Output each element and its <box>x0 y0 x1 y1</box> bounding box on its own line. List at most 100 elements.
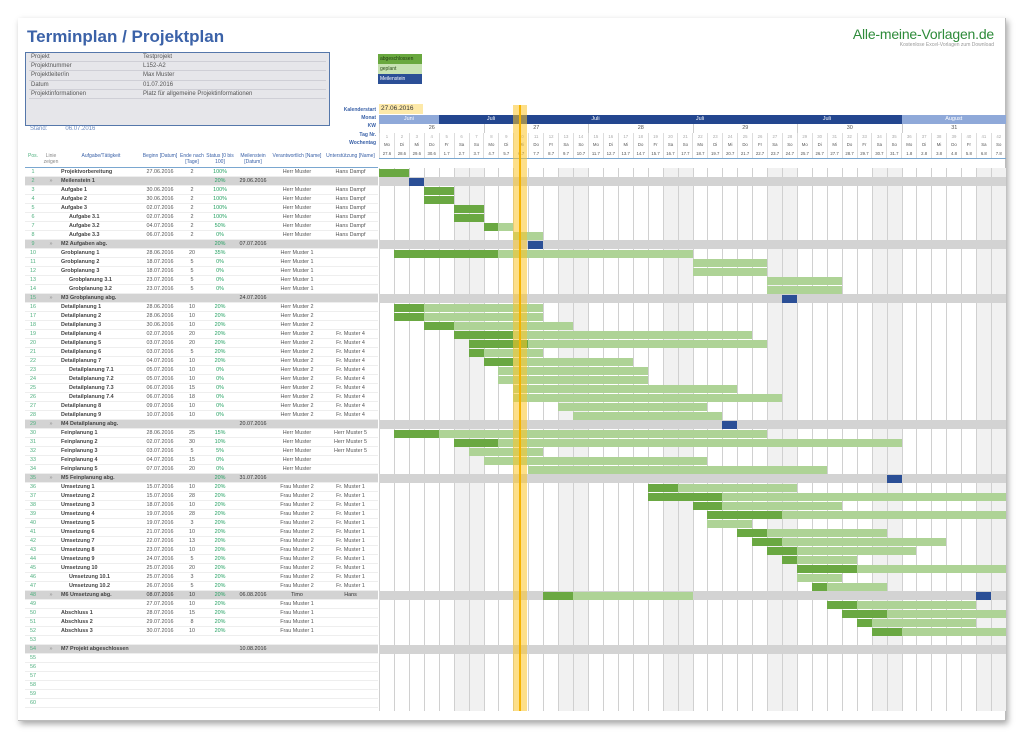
row-status[interactable] <box>205 672 235 680</box>
row-task[interactable]: Detailplanung 4 <box>61 331 102 337</box>
row-support[interactable]: Fr. Muster 4 <box>336 385 365 391</box>
row-status[interactable]: 20% <box>214 574 226 580</box>
row-duration[interactable]: 10 <box>189 322 195 328</box>
row-responsible[interactable]: Herr Muster 1 <box>280 277 314 283</box>
row-status[interactable]: 20% <box>214 313 226 319</box>
row-task[interactable]: Feinplanung 5 <box>61 466 98 472</box>
row-duration[interactable] <box>179 681 205 689</box>
row-duration[interactable] <box>179 474 205 482</box>
table-row[interactable]: 23 Detailplanung 7.1 05.07.2016 10 0% Herr Mu… <box>25 366 378 375</box>
row-support[interactable]: Fr. Muster 4 <box>336 349 365 355</box>
row-duration[interactable] <box>179 636 205 644</box>
row-begin[interactable] <box>141 474 179 482</box>
row-task[interactable]: Detailplanung 9 <box>61 412 102 418</box>
row-begin[interactable]: 21.07.2016 <box>146 529 174 535</box>
row-line-toggle[interactable] <box>41 483 61 491</box>
row-support[interactable]: Hans Dampf <box>335 196 366 202</box>
row-duration[interactable]: 2 <box>190 232 194 238</box>
row-begin[interactable]: 18.07.2016 <box>146 259 174 265</box>
row-responsible[interactable]: Herr Muster 2 <box>280 358 314 364</box>
row-begin[interactable]: 15.07.2016 <box>146 484 174 490</box>
table-row[interactable]: 3 Aufgabe 1 30.06.2016 2 100% Herr Muster Hans… <box>25 186 378 195</box>
row-responsible[interactable] <box>271 645 323 653</box>
row-task[interactable]: Meilenstein 1 <box>61 178 95 184</box>
row-support[interactable]: Fr. Muster 4 <box>336 358 365 364</box>
row-milestone-date[interactable] <box>235 672 271 680</box>
row-support[interactable] <box>323 618 378 626</box>
row-support[interactable] <box>323 258 378 266</box>
row-milestone-date[interactable] <box>235 429 271 437</box>
table-row[interactable]: 8 Aufgabe 3.3 06.07.2016 2 0% Herr Muster Hans… <box>25 231 378 240</box>
row-support[interactable]: Hans <box>344 592 357 598</box>
row-task[interactable]: Umsetzung 8 <box>61 547 95 553</box>
table-row[interactable]: 14 Grobplanung 3.2 23.07.2016 5 0% Herr Muste… <box>25 285 378 294</box>
row-duration[interactable]: 2 <box>190 214 194 220</box>
row-task[interactable] <box>61 654 141 662</box>
table-row[interactable]: 31 Feinplanung 2 02.07.2016 30 10% Herr Muste… <box>25 438 378 447</box>
row-begin[interactable] <box>141 699 179 707</box>
row-status[interactable]: 0% <box>216 412 224 418</box>
row-support[interactable] <box>323 609 378 617</box>
row-support[interactable] <box>323 456 378 464</box>
row-begin[interactable]: 28.06.2016 <box>146 250 174 256</box>
row-begin[interactable]: 05.07.2016 <box>146 376 174 382</box>
row-status[interactable]: 20% <box>214 493 226 499</box>
row-duration[interactable]: 10 <box>189 358 195 364</box>
row-responsible[interactable]: Herr Muster <box>282 232 312 238</box>
row-support[interactable]: Fr. Muster 1 <box>336 484 365 490</box>
row-support[interactable]: Fr. Muster 4 <box>336 376 365 382</box>
row-milestone-date[interactable] <box>235 528 271 536</box>
row-support[interactable]: Hans Dampf <box>335 214 366 220</box>
row-line-toggle[interactable] <box>41 249 61 257</box>
row-support[interactable] <box>323 600 378 608</box>
row-milestone-date[interactable] <box>235 348 271 356</box>
row-begin[interactable]: 04.07.2016 <box>146 223 174 229</box>
row-milestone-date[interactable] <box>235 537 271 545</box>
col-task[interactable]: Aufgabe/Tätigkeit <box>81 153 121 159</box>
row-line-toggle[interactable] <box>41 555 61 563</box>
row-duration[interactable]: 20 <box>189 250 195 256</box>
row-begin[interactable]: 29.07.2016 <box>146 619 174 625</box>
row-milestone-date[interactable] <box>235 663 271 671</box>
row-begin[interactable]: 05.07.2016 <box>146 367 174 373</box>
row-status[interactable]: 0% <box>216 457 224 463</box>
row-task[interactable]: Detailplanung 3 <box>61 322 102 328</box>
row-line-toggle[interactable] <box>41 699 61 707</box>
row-begin[interactable]: 23.07.2016 <box>146 286 174 292</box>
row-support[interactable]: Fr. Muster 1 <box>336 520 365 526</box>
row-status[interactable] <box>205 663 235 671</box>
row-line-toggle[interactable]: » <box>49 295 53 301</box>
row-begin[interactable] <box>141 690 179 698</box>
row-begin[interactable] <box>141 294 179 302</box>
row-duration[interactable]: 10 <box>189 601 195 607</box>
row-line-toggle[interactable] <box>41 429 61 437</box>
row-support[interactable] <box>323 627 378 635</box>
table-row[interactable]: 24 Detailplanung 7.2 05.07.2016 10 0% Herr Mu… <box>25 375 378 384</box>
row-begin[interactable]: 02.07.2016 <box>146 439 174 445</box>
row-begin[interactable]: 24.07.2016 <box>146 556 174 562</box>
table-row[interactable]: 57 <box>25 672 378 681</box>
row-milestone-date[interactable] <box>235 627 271 635</box>
row-responsible[interactable] <box>271 636 323 644</box>
row-line-toggle[interactable] <box>41 330 61 338</box>
col-duration[interactable]: Ende nach [Tage] <box>180 153 204 165</box>
row-status[interactable] <box>205 294 235 302</box>
row-duration[interactable]: 15 <box>189 457 195 463</box>
col-support[interactable]: Unterstützung [Name] <box>326 153 375 159</box>
row-responsible[interactable]: Frau Muster 2 <box>280 502 314 508</box>
row-begin[interactable]: 26.07.2016 <box>146 583 174 589</box>
row-status[interactable]: 0% <box>216 268 224 274</box>
row-responsible[interactable]: Herr Muster <box>282 196 312 202</box>
row-task[interactable]: Detailplanung 7.1 <box>69 367 114 373</box>
row-support[interactable] <box>323 267 378 275</box>
row-milestone-date[interactable] <box>235 564 271 572</box>
row-status[interactable]: 20% <box>214 583 226 589</box>
row-milestone-date[interactable] <box>235 690 271 698</box>
table-row[interactable]: 39 Umsetzung 4 19.07.2016 28 20% Frau Muster … <box>25 510 378 519</box>
row-responsible[interactable] <box>271 177 323 185</box>
row-task[interactable]: Aufgabe 3.2 <box>69 223 100 229</box>
row-responsible[interactable]: Herr Muster 2 <box>280 349 314 355</box>
row-responsible[interactable]: Frau Muster 1 <box>280 610 314 616</box>
row-line-toggle[interactable] <box>41 501 61 509</box>
row-line-toggle[interactable] <box>41 339 61 347</box>
